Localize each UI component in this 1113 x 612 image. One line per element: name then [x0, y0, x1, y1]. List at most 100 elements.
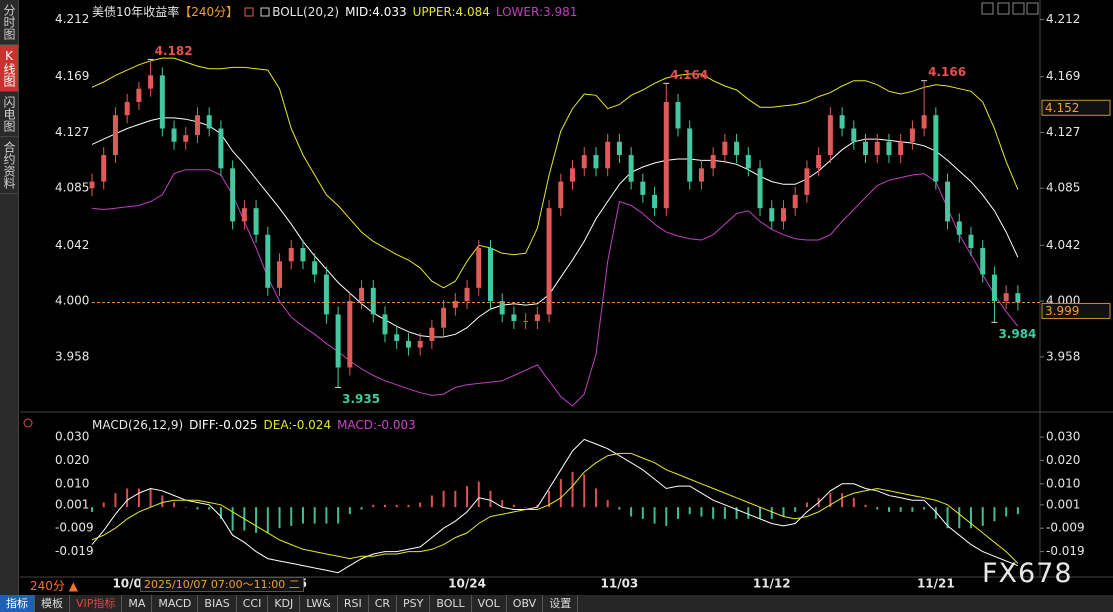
legend-entry: UPPER:4.084 [413, 5, 490, 19]
macd-bar [290, 507, 292, 526]
y-tick-label: 4.212 [55, 12, 89, 26]
toolbar-button[interactable]: CR [369, 595, 397, 612]
macd-bar [407, 505, 409, 507]
icon[interactable] [260, 7, 270, 17]
candle-body [242, 208, 247, 221]
macd-bar [1005, 507, 1007, 516]
macd-bar [232, 507, 234, 530]
macd-bar [560, 479, 562, 507]
toolbar-button[interactable]: MA [122, 595, 152, 612]
y-tick-label: -0.009 [55, 521, 94, 535]
candle-body [465, 288, 470, 301]
toolbar-button[interactable]: VIP指标 [70, 595, 122, 612]
sidebar-tab[interactable]: 分时图 [0, 0, 18, 45]
candle-body [640, 182, 645, 195]
toolbar-button[interactable]: LW& [300, 595, 338, 612]
macd-bar [712, 507, 714, 519]
toolbar-button[interactable]: 设置 [543, 595, 578, 612]
macd-bar [958, 507, 960, 528]
candle-body [312, 261, 317, 274]
macd-bar [279, 507, 281, 528]
toolbar-button[interactable]: RSI [338, 595, 369, 612]
macd-bar [759, 507, 761, 519]
toolbar-button[interactable]: CCI [237, 595, 269, 612]
candle-body [734, 142, 739, 155]
icon[interactable] [244, 7, 254, 17]
macd-bar [782, 507, 784, 516]
macd-bar [325, 507, 327, 523]
macd-bar [607, 500, 609, 507]
candle-body [570, 168, 575, 181]
y-tick-label: 4.127 [55, 125, 89, 139]
button[interactable] [1013, 3, 1024, 14]
toolbar-button[interactable]: VOL [472, 595, 507, 612]
candle-body [254, 208, 259, 235]
sidebar-tab[interactable]: 闪电图 [0, 92, 18, 137]
price-tag-label: 3.999 [1045, 304, 1079, 318]
candle-body [898, 142, 903, 155]
toolbar-button[interactable]: 指标 [0, 595, 35, 612]
legend-entry: DEA:-0.024 [264, 418, 332, 432]
indicator: MACD(26,12,9) [92, 418, 183, 432]
y-tick-label: 0.030 [1046, 430, 1080, 444]
toolbar-button[interactable]: 模板 [35, 595, 70, 612]
candle-body [687, 128, 692, 181]
candle-body [394, 334, 399, 341]
toolbar: 指标模板VIP指标MAMACDBIASCCIKDJLW&RSICRPSYBOLL… [0, 595, 1113, 612]
macd-header: MACD(26,12,9) DIFF:-0.025DEA:-0.024MACD:… [92, 418, 416, 432]
x-tick-label: 11/21 [917, 577, 955, 591]
button[interactable] [982, 3, 993, 14]
macd-bar [349, 507, 351, 514]
macd-bar [618, 507, 620, 509]
sidebar-tab[interactable]: K线图 [0, 45, 18, 92]
macd-bar [466, 486, 468, 507]
macd-bar [982, 507, 984, 526]
toolbar-button[interactable]: KDJ [268, 595, 300, 612]
candle-body [347, 301, 352, 367]
macd-bar [700, 507, 702, 516]
toolbar-button[interactable]: BIAS [198, 595, 236, 612]
candle-body [593, 155, 598, 168]
toolbar-button[interactable]: MACD [152, 595, 198, 612]
title: 美债10年收益率 [92, 3, 179, 20]
macd-bar [525, 507, 527, 508]
macd-bar [583, 474, 585, 507]
toolbar-button[interactable]: BOLL [430, 595, 471, 612]
candle-body [300, 248, 305, 261]
macd-bar [595, 488, 597, 507]
y-tick-label: 4.169 [1046, 69, 1080, 83]
candle-body [207, 115, 212, 128]
button[interactable] [1027, 3, 1038, 14]
y-tick-label: 4.085 [1046, 181, 1080, 195]
y-tick-label: 4.042 [1046, 238, 1080, 252]
y-tick-label: 0.010 [1046, 476, 1080, 490]
candle-body [359, 288, 364, 301]
toolbar-button[interactable]: OBV [507, 595, 543, 612]
macd-bar [185, 507, 187, 508]
button[interactable] [998, 3, 1009, 14]
macd-bar [372, 505, 374, 507]
candle-body [324, 275, 329, 315]
macd-bar [677, 507, 679, 519]
macd-bar [384, 505, 386, 507]
macd-bar [396, 505, 398, 507]
candle-body [676, 102, 681, 129]
macd-bar [747, 507, 749, 519]
period-label[interactable]: 240分 ▲ [30, 577, 78, 594]
macd-bar [911, 507, 913, 512]
settings-icon[interactable] [24, 419, 32, 427]
y-tick-label: 0.010 [55, 476, 89, 490]
macd-bar [126, 488, 128, 507]
price-tag-label: 4.152 [1045, 101, 1079, 115]
candle-body [160, 75, 165, 128]
candle-body [605, 142, 610, 169]
candle-body [125, 102, 130, 115]
macd-bar [255, 507, 257, 533]
candle-body [218, 128, 223, 168]
y-tick-label: 4.042 [55, 238, 89, 252]
toolbar-button[interactable]: PSY [397, 595, 430, 612]
candle-body [523, 321, 528, 322]
sidebar-tab[interactable]: 合约资料 [0, 137, 18, 194]
candle-body [969, 235, 974, 248]
macd-bar [724, 507, 726, 519]
